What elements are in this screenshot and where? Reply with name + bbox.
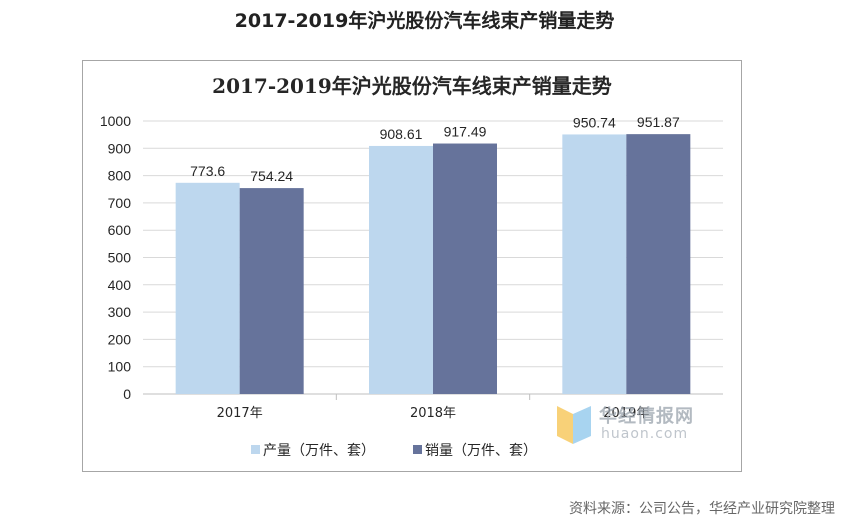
bar-1-1: [175, 182, 240, 394]
watermark: 华经情报网 huaon.com: [555, 402, 745, 448]
chart-title: 2017-2019年沪光股份汽车线束产销量走势: [212, 74, 612, 98]
legend-swatch-1: [251, 445, 260, 454]
bar-2-3: [626, 134, 691, 394]
data-label: 951.87: [637, 114, 680, 130]
data-label: 754.24: [250, 168, 293, 184]
x-category-label: 2019年: [603, 406, 649, 421]
source-note: 资料来源：公司公告，华经产业研究院整理: [569, 501, 835, 517]
bar-1-2: [369, 145, 433, 394]
watermark-logo-icon: [557, 406, 591, 444]
data-label: 773.6: [190, 163, 225, 179]
legend-label-2: 销量（万件、套）: [425, 443, 537, 459]
data-label: 908.61: [380, 126, 423, 142]
bars: [175, 134, 691, 394]
y-tick-label: 900: [108, 140, 132, 156]
y-tick-label: 500: [108, 250, 132, 266]
y-axis-ticks: 0 100 200 300 400 500 600 700 800 900 1000: [100, 113, 131, 402]
y-tick-label: 100: [108, 359, 132, 375]
bar-1-3: [562, 134, 627, 394]
x-axis-categories: 2017年 2018年 2019年: [217, 406, 650, 421]
data-label: 950.74: [573, 114, 616, 130]
y-tick-label: 700: [108, 195, 132, 211]
bar-2-1: [239, 188, 304, 394]
y-tick-label: 600: [108, 222, 132, 238]
x-category-label: 2017年: [217, 406, 263, 421]
y-tick-label: 300: [108, 304, 132, 320]
y-tick-label: 0: [123, 386, 131, 402]
watermark-text-en: huaon.com: [601, 426, 689, 442]
legend-label-1: 产量（万件、套）: [263, 443, 375, 459]
page-title: 2017-2019年沪光股份汽车线束产销量走势: [234, 10, 615, 32]
data-label: 917.49: [444, 124, 487, 140]
legend: 产量（万件、套） 销量（万件、套）: [251, 443, 537, 459]
y-tick-label: 400: [108, 277, 132, 293]
legend-swatch-2: [413, 445, 422, 454]
bar-2-2: [433, 143, 497, 394]
y-tick-label: 1000: [100, 113, 131, 129]
watermark-text-cn: 华经情报网: [599, 406, 694, 427]
x-category-label: 2018年: [410, 406, 456, 421]
y-tick-label: 200: [108, 331, 132, 347]
data-labels: 773.6 754.24 908.61 917.49 950.74 951.87: [190, 114, 680, 184]
y-tick-label: 800: [108, 168, 132, 184]
